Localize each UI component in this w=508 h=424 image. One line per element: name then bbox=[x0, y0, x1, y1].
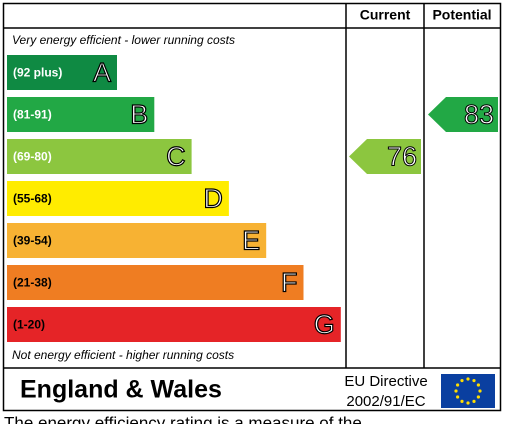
band-range: (21-38) bbox=[13, 276, 52, 290]
directive: EU Directive bbox=[344, 373, 427, 390]
band-bar bbox=[7, 181, 229, 216]
rating-arrow bbox=[349, 139, 421, 174]
band-letter: F bbox=[281, 268, 298, 298]
star bbox=[478, 389, 482, 393]
band-range: (69-80) bbox=[13, 150, 52, 164]
band-letter: A bbox=[93, 58, 111, 88]
band-bar bbox=[7, 97, 155, 132]
band-letter: D bbox=[203, 184, 223, 214]
band-bar bbox=[7, 223, 267, 258]
band-range: (39-54) bbox=[13, 234, 52, 248]
region: England & Wales bbox=[20, 376, 222, 404]
top-note: Very energy efficient - lower running co… bbox=[12, 33, 235, 47]
caption: The energy efficiency rating is a measur… bbox=[4, 413, 362, 424]
header: Current bbox=[360, 7, 411, 23]
band-letter: G bbox=[314, 310, 335, 340]
star bbox=[472, 379, 476, 383]
header: Potential bbox=[432, 7, 491, 23]
band-range: (92 plus) bbox=[13, 66, 62, 80]
star bbox=[466, 401, 470, 405]
frame bbox=[2, 2, 502, 412]
band-range: (81-91) bbox=[13, 108, 52, 122]
star bbox=[456, 383, 460, 387]
band-range: (1-20) bbox=[13, 318, 45, 332]
rating-value: 76 bbox=[387, 142, 417, 172]
band-bar bbox=[7, 265, 304, 300]
directive: 2002/91/EC bbox=[346, 393, 425, 410]
band-letter: C bbox=[166, 142, 186, 172]
band-bar bbox=[7, 139, 192, 174]
band-bar bbox=[7, 55, 117, 90]
band-letter: E bbox=[242, 226, 260, 256]
star bbox=[460, 399, 464, 403]
star bbox=[476, 395, 480, 399]
eu-flag bbox=[441, 374, 495, 408]
star bbox=[466, 377, 470, 381]
rating-value: 83 bbox=[464, 100, 494, 130]
star bbox=[454, 389, 458, 393]
band-bar bbox=[7, 307, 341, 342]
band-range: (55-68) bbox=[13, 192, 52, 206]
star bbox=[460, 379, 464, 383]
rating-arrow bbox=[428, 97, 498, 132]
band-letter: B bbox=[130, 100, 148, 130]
star bbox=[476, 383, 480, 387]
bottom-note: Not energy efficient - higher running co… bbox=[12, 348, 234, 362]
star bbox=[456, 395, 460, 399]
star bbox=[472, 399, 476, 403]
